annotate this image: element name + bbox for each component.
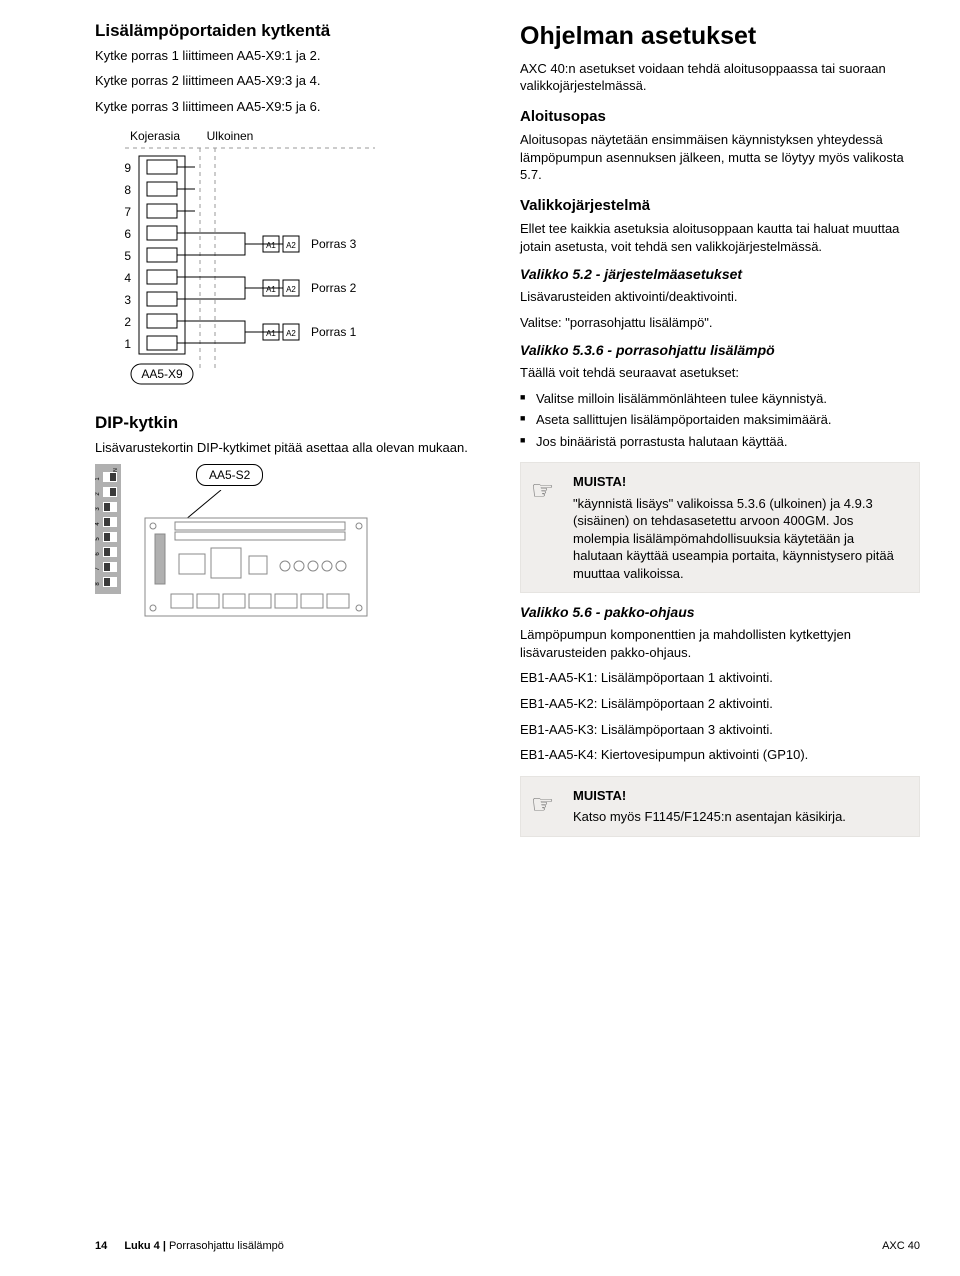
svg-text:7: 7	[124, 205, 131, 219]
dip-text: Lisävarustekortin DIP-kytkimet pitää ase…	[95, 439, 490, 457]
hand-icon: ☞	[531, 473, 554, 508]
svg-text:Porras 2: Porras 2	[311, 281, 357, 295]
remember1-h: MUISTA!	[573, 473, 905, 491]
svg-text:A2: A2	[286, 329, 296, 338]
remember2-h: MUISTA!	[573, 787, 905, 805]
chapter-name: Porrasohjattu lisälämpö	[169, 1240, 284, 1252]
page-number: 14	[95, 1240, 107, 1252]
product-name: AXC 40	[882, 1239, 920, 1254]
svg-text:9: 9	[124, 161, 131, 175]
v52-h: Valikko 5.2 - järjestelmäasetukset	[520, 265, 920, 284]
wiring-diagram: Kojerasia Ulkoinen 9 8 7 6 5 4 3 2 1 AA5-X9 A1 A2…	[95, 126, 455, 396]
list-item: Aseta sallittujen lisälämpöportaiden mak…	[520, 411, 920, 429]
chapter-prefix: Luku 4 |	[124, 1240, 169, 1252]
svg-text:4: 4	[124, 271, 131, 285]
left-p3: Kytke porras 3 liittimeen AA5-X9:5 ja 6.	[95, 98, 490, 116]
valikko-h: Valikkojärjestelmä	[520, 196, 920, 216]
svg-text:2: 2	[124, 315, 131, 329]
left-p1: Kytke porras 1 liittimeen AA5-X9:1 ja 2.	[95, 47, 490, 65]
svg-text:A1: A1	[266, 329, 276, 338]
svg-text:A2: A2	[286, 241, 296, 250]
v56-h: Valikko 5.6 - pakko-ohjaus	[520, 603, 920, 622]
v56-list: EB1-AA5-K1: Lisälämpöportaan 1 aktivoint…	[520, 669, 920, 763]
svg-text:Porras 1: Porras 1	[311, 325, 357, 339]
svg-text:A1: A1	[266, 241, 276, 250]
list-item: EB1-AA5-K3: Lisälämpöportaan 3 aktivoint…	[520, 721, 920, 739]
remember-box-1: ☞ MUISTA! "käynnistä lisäys" valikoissa …	[520, 462, 920, 593]
left-title: Lisälämpöportaiden kytkentä	[95, 20, 490, 43]
page-footer: 14 Luku 4 | Porrasohjattu lisälämpö AXC …	[0, 1239, 960, 1254]
svg-text:1: 1	[124, 337, 131, 351]
dip-title: DIP-kytkin	[95, 412, 490, 435]
circuit-board	[141, 490, 371, 620]
remember1-p: "käynnistä lisäys" valikoissa 5.3.6 (ulk…	[573, 495, 905, 583]
v536-h: Valikko 5.3.6 - porrasohjattu lisälämpö	[520, 341, 920, 360]
v536-list: Valitse milloin lisälämmönlähteen tulee …	[520, 390, 920, 451]
v536-intro: Täällä voit tehdä seuraavat asetukset:	[520, 364, 920, 382]
aloitusopas-h: Aloitusopas	[520, 107, 920, 127]
dip-switch: ON12345678	[95, 464, 121, 594]
svg-text:3: 3	[124, 293, 131, 307]
list-item: Jos binääristä porrastusta halutaan käyt…	[520, 433, 920, 451]
list-item: EB1-AA5-K4: Kiertovesipumpun aktivointi …	[520, 746, 920, 764]
v52-p1: Lisävarusteiden aktivointi/deaktivointi.	[520, 288, 920, 306]
remember-box-2: ☞ MUISTA! Katso myös F1145/F1245:n asent…	[520, 776, 920, 837]
label-ulkoinen: Ulkoinen	[207, 129, 254, 143]
v56-p: Lämpöpumpun komponenttien ja mahdolliste…	[520, 626, 920, 661]
list-item: Valitse milloin lisälämmönlähteen tulee …	[520, 390, 920, 408]
list-item: EB1-AA5-K2: Lisälämpöportaan 2 aktivoint…	[520, 695, 920, 713]
svg-text:A1: A1	[266, 285, 276, 294]
hand-icon: ☞	[531, 787, 554, 822]
board-label: AA5-S2	[196, 464, 263, 486]
remember2-p: Katso myös F1145/F1245:n asentajan käsik…	[573, 808, 905, 826]
svg-text:8: 8	[124, 183, 131, 197]
right-title: Ohjelman asetukset	[520, 20, 920, 54]
right-intro: AXC 40:n asetukset voidaan tehdä aloitus…	[520, 60, 920, 95]
v52-p2: Valitse: "porrasohjattu lisälämpö".	[520, 314, 920, 332]
svg-text:6: 6	[124, 227, 131, 241]
label-kojerasia: Kojerasia	[130, 129, 180, 143]
svg-text:5: 5	[124, 249, 131, 263]
terminal-label: AA5-X9	[141, 367, 183, 381]
aloitusopas-p: Aloitusopas näytetään ensimmäisen käynni…	[520, 131, 920, 184]
svg-text:Porras 3: Porras 3	[311, 237, 357, 251]
valikko-p: Ellet tee kaikkia asetuksia aloitusoppaa…	[520, 220, 920, 255]
svg-text:A2: A2	[286, 285, 296, 294]
list-item: EB1-AA5-K1: Lisälämpöportaan 1 aktivoint…	[520, 669, 920, 687]
left-p2: Kytke porras 2 liittimeen AA5-X9:3 ja 4.	[95, 72, 490, 90]
